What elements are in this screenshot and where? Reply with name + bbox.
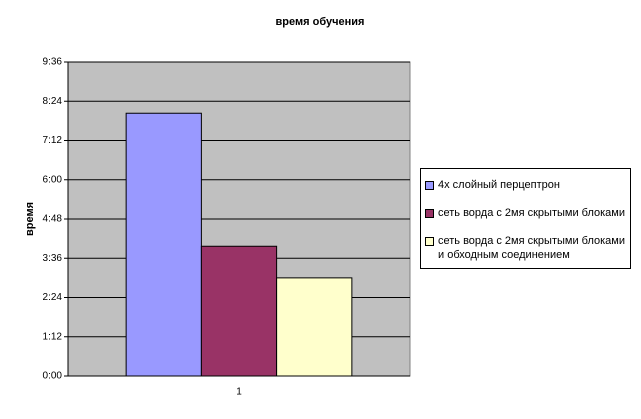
y-tick-label: 4:48 [43, 214, 63, 225]
legend-label: сеть ворда с 2мя скрытыми блоками и обхо… [438, 235, 626, 261]
legend-label: 4х слойный перцептрон [438, 179, 560, 191]
legend-swatch [425, 181, 434, 190]
y-tick-label: 2:24 [43, 292, 63, 303]
legend: 4х слойный перцептрон сеть ворда с 2мя ск… [420, 168, 631, 269]
x-tick-label: 1 [236, 387, 242, 398]
y-tick-label: 3:36 [43, 253, 63, 264]
y-tick-label: 9:36 [43, 57, 63, 68]
legend-entry: 4х слойный перцептрон [425, 178, 626, 192]
y-tick-label: 0:00 [43, 371, 63, 382]
bar [125, 112, 202, 377]
bar [200, 245, 278, 377]
y-axis-label: время [24, 202, 36, 236]
bar [276, 277, 353, 377]
chart-title: время обучения [276, 16, 365, 28]
y-tick-label: 1:12 [43, 331, 63, 342]
y-tick-label: 8:24 [43, 96, 63, 107]
y-tick-label: 7:12 [43, 135, 63, 146]
y-tick-label: 6:00 [43, 174, 63, 185]
legend-label: сеть ворда с 2мя скрытыми блоками [438, 207, 626, 219]
legend-entry: сеть ворда с 2мя скрытыми блоками и обхо… [425, 234, 626, 262]
legend-swatch [425, 209, 434, 218]
legend-swatch [425, 237, 434, 246]
legend-entry: сеть ворда с 2мя скрытыми блоками [425, 206, 626, 220]
